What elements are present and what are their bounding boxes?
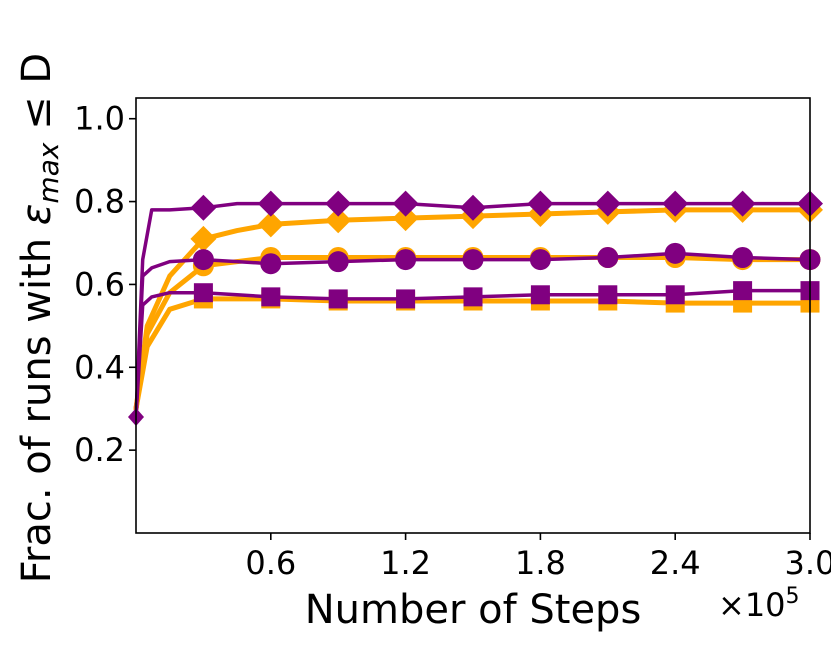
data-point <box>529 249 551 271</box>
data-point <box>396 289 416 309</box>
series-2 <box>133 289 820 412</box>
data-point <box>327 251 349 273</box>
series-line <box>134 251 812 419</box>
x-tick-label: 1.8 <box>515 544 566 582</box>
plot-frame <box>135 97 811 534</box>
x-tick-label: 2.4 <box>650 544 701 582</box>
data-point <box>662 190 689 217</box>
y-axis-label: Frac. of runs with εmax ≤ D <box>14 53 65 583</box>
data-point <box>392 205 419 232</box>
x-offset-label: ×105 <box>718 584 800 624</box>
series-4 <box>134 242 821 419</box>
data-point <box>598 285 618 305</box>
series-5 <box>134 281 820 419</box>
x-tick-label: 0.6 <box>245 544 296 582</box>
data-point <box>732 247 754 268</box>
data-point <box>325 207 352 234</box>
x-tick-label: 1.2 <box>380 544 431 582</box>
data-point <box>257 211 284 238</box>
data-point <box>597 247 619 268</box>
data-point <box>460 194 486 221</box>
y-tick-label: 0.2 <box>74 431 125 469</box>
data-point <box>395 249 417 271</box>
data-point <box>193 283 213 303</box>
data-point <box>530 285 550 305</box>
data-point <box>664 242 686 264</box>
data-point <box>462 249 484 271</box>
data-point <box>729 190 756 217</box>
x-axis-label: Number of Steps <box>305 587 642 633</box>
y-tick-label: 0.4 <box>74 348 125 386</box>
series-layer <box>128 190 823 426</box>
data-point <box>594 190 621 217</box>
series-1 <box>133 247 821 412</box>
ticks-layer: 0.6 1.2 1.8 2.4 3.0 0.2 0.4 0.6 0.8 1.0 <box>74 100 831 582</box>
x-tick-label: 3.0 <box>785 544 831 582</box>
series-line <box>133 255 813 412</box>
y-tick-label: 1.0 <box>74 100 125 138</box>
y-tick-label: 0.8 <box>74 183 125 221</box>
data-point <box>192 249 214 271</box>
series-line <box>133 296 813 412</box>
y-tick-label: 0.6 <box>74 265 125 303</box>
data-point <box>260 253 282 275</box>
data-point <box>190 225 217 252</box>
series-3 <box>134 190 823 419</box>
data-point <box>325 190 352 217</box>
x-offset-exponent: 5 <box>786 584 800 609</box>
data-point <box>733 281 753 301</box>
data-point <box>261 287 281 307</box>
data-point <box>328 289 348 309</box>
data-point <box>527 190 554 217</box>
data-point <box>463 287 483 307</box>
data-point <box>257 190 284 217</box>
data-point <box>665 285 685 305</box>
data-point <box>190 194 217 221</box>
data-point <box>392 190 419 217</box>
